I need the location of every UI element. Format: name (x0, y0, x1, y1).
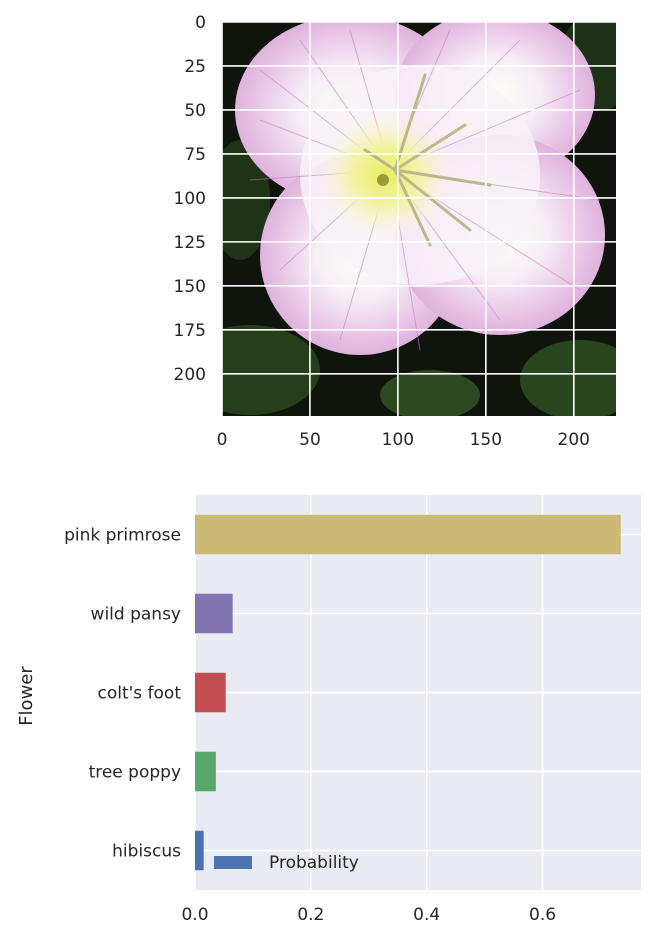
bar-x-tick: 0.4 (413, 905, 440, 925)
bar (195, 751, 216, 792)
image-x-tick: 50 (299, 430, 321, 450)
bar (195, 672, 226, 713)
bar-x-tick: 0.6 (529, 905, 556, 925)
bar-category-label: colt's foot (97, 684, 181, 704)
image-y-axis: 0 25 50 75 100 125 150 175 200 (174, 13, 206, 385)
legend-swatch (214, 856, 252, 869)
bar-x-tick: 0.0 (181, 905, 208, 925)
image-y-tick: 25 (184, 57, 206, 77)
image-x-tick: 100 (382, 430, 414, 450)
bar-y-axis: pink primrose wild pansy colt's foot tree p… (64, 526, 181, 862)
image-y-tick: 75 (184, 145, 206, 165)
image-y-tick: 100 (174, 189, 206, 209)
image-x-tick: 150 (470, 430, 502, 450)
image-y-tick: 200 (174, 365, 206, 385)
bar (195, 593, 233, 634)
bar-x-tick: 0.2 (297, 905, 324, 925)
flower-image (222, 22, 616, 416)
bar-category-label: hibiscus (112, 842, 181, 862)
image-y-tick: 150 (174, 277, 206, 297)
bar-category-label: wild pansy (91, 605, 181, 625)
bar (195, 514, 621, 555)
bar (195, 830, 204, 871)
bars (195, 514, 621, 871)
legend-label: Probability (269, 853, 359, 873)
flower-image-panel: 0 50 100 150 200 0 25 50 75 100 125 150 175 200 (174, 13, 616, 450)
image-y-tick: 125 (174, 233, 206, 253)
image-y-tick: 0 (195, 13, 206, 33)
image-gridlines (221, 21, 616, 416)
image-y-tick: 175 (174, 321, 206, 341)
probability-bar-chart: pink primrose wild pansy colt's foot tree p… (16, 495, 641, 925)
bar-x-axis: 0.0 0.2 0.4 0.6 (181, 905, 556, 925)
image-y-tick: 50 (184, 101, 206, 121)
bar-category-label: tree poppy (89, 763, 181, 783)
image-x-axis: 0 50 100 150 200 (217, 430, 590, 450)
y-axis-label: Flower (16, 666, 37, 726)
legend: Probability (214, 853, 359, 873)
bar-category-label: pink primrose (64, 526, 181, 546)
image-x-tick: 0 (217, 430, 228, 450)
image-x-tick: 200 (558, 430, 590, 450)
